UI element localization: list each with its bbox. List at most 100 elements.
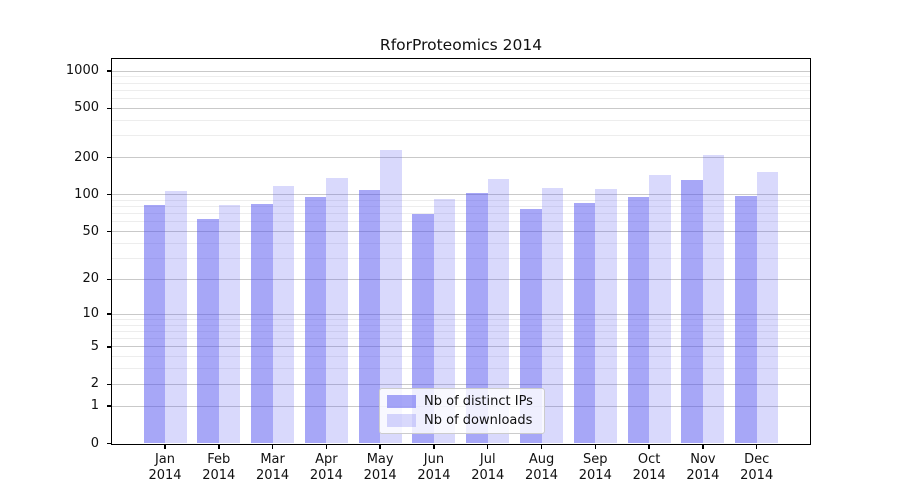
bar-jul-downloads <box>487 179 510 444</box>
x-tick-year: 2014 <box>740 468 774 483</box>
x-tick-mark <box>702 444 704 449</box>
y-tick-label: 0 <box>90 435 99 451</box>
bar-oct-distinct-ips <box>627 196 650 444</box>
x-tick-month: Jan <box>154 451 176 467</box>
y-tick-label: 1 <box>90 398 99 414</box>
x-tick-mark <box>755 444 758 449</box>
y-tick-mark <box>107 278 111 281</box>
x-tick-month: Aug <box>528 451 555 467</box>
y-tick-label: 50 <box>82 223 99 239</box>
x-tick-label: Dec 2014 <box>727 452 787 485</box>
bar-apr-downloads <box>326 177 348 444</box>
legend-entry-distinct-ips: Nb of distinct IPs <box>387 394 536 409</box>
bar-may-downloads <box>380 150 402 444</box>
bar-sep-distinct-ips <box>573 203 596 444</box>
x-tick-month: Oct <box>637 451 661 467</box>
x-tick-mark <box>379 444 381 449</box>
x-tick-month: Dec <box>744 451 770 467</box>
x-tick-month: Jul <box>479 451 496 467</box>
bar-sep-downloads <box>595 189 617 444</box>
y-tick-label: 5 <box>90 338 99 354</box>
x-tick-year: 2014 <box>309 468 343 483</box>
bar-mar-distinct-ips <box>251 203 273 444</box>
y-tick-mark <box>107 313 111 315</box>
x-tick-year: 2014 <box>524 468 559 483</box>
bar-jun-downloads <box>433 198 456 444</box>
y-gridline-minor <box>112 135 810 137</box>
bar-apr-distinct-ips <box>304 197 327 444</box>
bar-feb-downloads <box>218 205 241 444</box>
x-tick-label: Jul 2014 <box>458 452 518 485</box>
bar-nov-downloads <box>702 155 725 444</box>
y-tick-label: 500 <box>74 100 99 116</box>
bar-aug-distinct-ips <box>520 209 542 444</box>
y-gridline-major <box>112 70 810 72</box>
x-tick-year: 2014 <box>256 468 290 483</box>
x-tick-month: Sep <box>583 451 608 467</box>
x-tick-year: 2014 <box>471 468 505 483</box>
x-tick-label: Oct 2014 <box>619 452 679 485</box>
y-gridline-major <box>112 107 810 109</box>
bar-oct-downloads <box>649 174 671 444</box>
legend-swatch-distinct-ips <box>387 395 416 408</box>
x-tick-mark <box>486 444 489 449</box>
x-tick-month: May <box>366 451 394 467</box>
y-tick-label: 200 <box>74 149 99 165</box>
bar-dec-downloads <box>756 171 779 444</box>
x-tick-mark <box>540 444 543 449</box>
y-tick-label: 1000 <box>65 63 99 78</box>
x-tick-mark <box>325 444 328 449</box>
bar-jan-distinct-ips <box>143 205 165 444</box>
y-gridline-minor <box>112 98 810 99</box>
x-tick-label: Nov 2014 <box>673 452 733 485</box>
y-tick-mark <box>107 442 111 445</box>
bar-jan-downloads <box>165 191 187 444</box>
x-tick-year: 2014 <box>202 468 236 483</box>
x-tick-year: 2014 <box>578 468 612 483</box>
x-tick-label: Mar 2014 <box>243 452 303 485</box>
x-tick-label: Feb 2014 <box>189 452 249 485</box>
x-tick-label: Apr 2014 <box>296 452 356 485</box>
x-tick-label: Jan 2014 <box>135 452 195 485</box>
y-gridline-minor <box>112 89 810 91</box>
y-tick-label: 2 <box>90 376 99 392</box>
x-tick-mark <box>218 444 220 449</box>
x-tick-year: 2014 <box>148 468 182 483</box>
x-tick-month: Feb <box>207 451 231 467</box>
y-gridline-minor <box>112 82 810 84</box>
x-tick-month: Jun <box>423 451 445 467</box>
x-tick-year: 2014 <box>632 468 666 483</box>
legend: Nb of distinct IPs Nb of downloads <box>379 388 545 434</box>
y-tick-label: 100 <box>74 186 99 202</box>
bar-nov-distinct-ips <box>681 179 703 444</box>
x-tick-year: 2014 <box>417 468 451 483</box>
y-tick-mark <box>107 405 111 407</box>
x-tick-mark <box>271 444 274 449</box>
x-tick-mark <box>164 444 166 449</box>
x-tick-month: Nov <box>690 451 716 467</box>
x-tick-year: 2014 <box>363 468 397 483</box>
legend-swatch-downloads <box>387 414 416 427</box>
bar-feb-distinct-ips <box>197 219 219 444</box>
x-tick-label: Aug 2014 <box>512 452 572 485</box>
legend-label-distinct-ips: Nb of distinct IPs <box>424 394 533 409</box>
x-tick-label: Jun 2014 <box>404 452 464 485</box>
bar-jul-distinct-ips <box>466 192 488 444</box>
y-tick-mark <box>107 156 111 159</box>
y-tick-mark <box>107 193 111 196</box>
y-tick-mark <box>107 346 111 348</box>
x-tick-mark <box>648 444 650 449</box>
y-tick-mark <box>107 230 111 233</box>
y-tick-mark <box>107 107 111 110</box>
bar-aug-downloads <box>541 188 564 444</box>
y-tick-label: 10 <box>82 306 99 322</box>
x-tick-mark <box>594 444 597 449</box>
bar-jun-distinct-ips <box>412 213 434 444</box>
y-gridline-minor <box>112 119 810 121</box>
chart-title: RforProteomics 2014 <box>379 36 543 54</box>
legend-label-downloads: Nb of downloads <box>424 413 533 428</box>
bar-mar-downloads <box>272 185 295 444</box>
y-tick-mark <box>107 70 111 72</box>
x-tick-label: Sep 2014 <box>565 452 625 485</box>
